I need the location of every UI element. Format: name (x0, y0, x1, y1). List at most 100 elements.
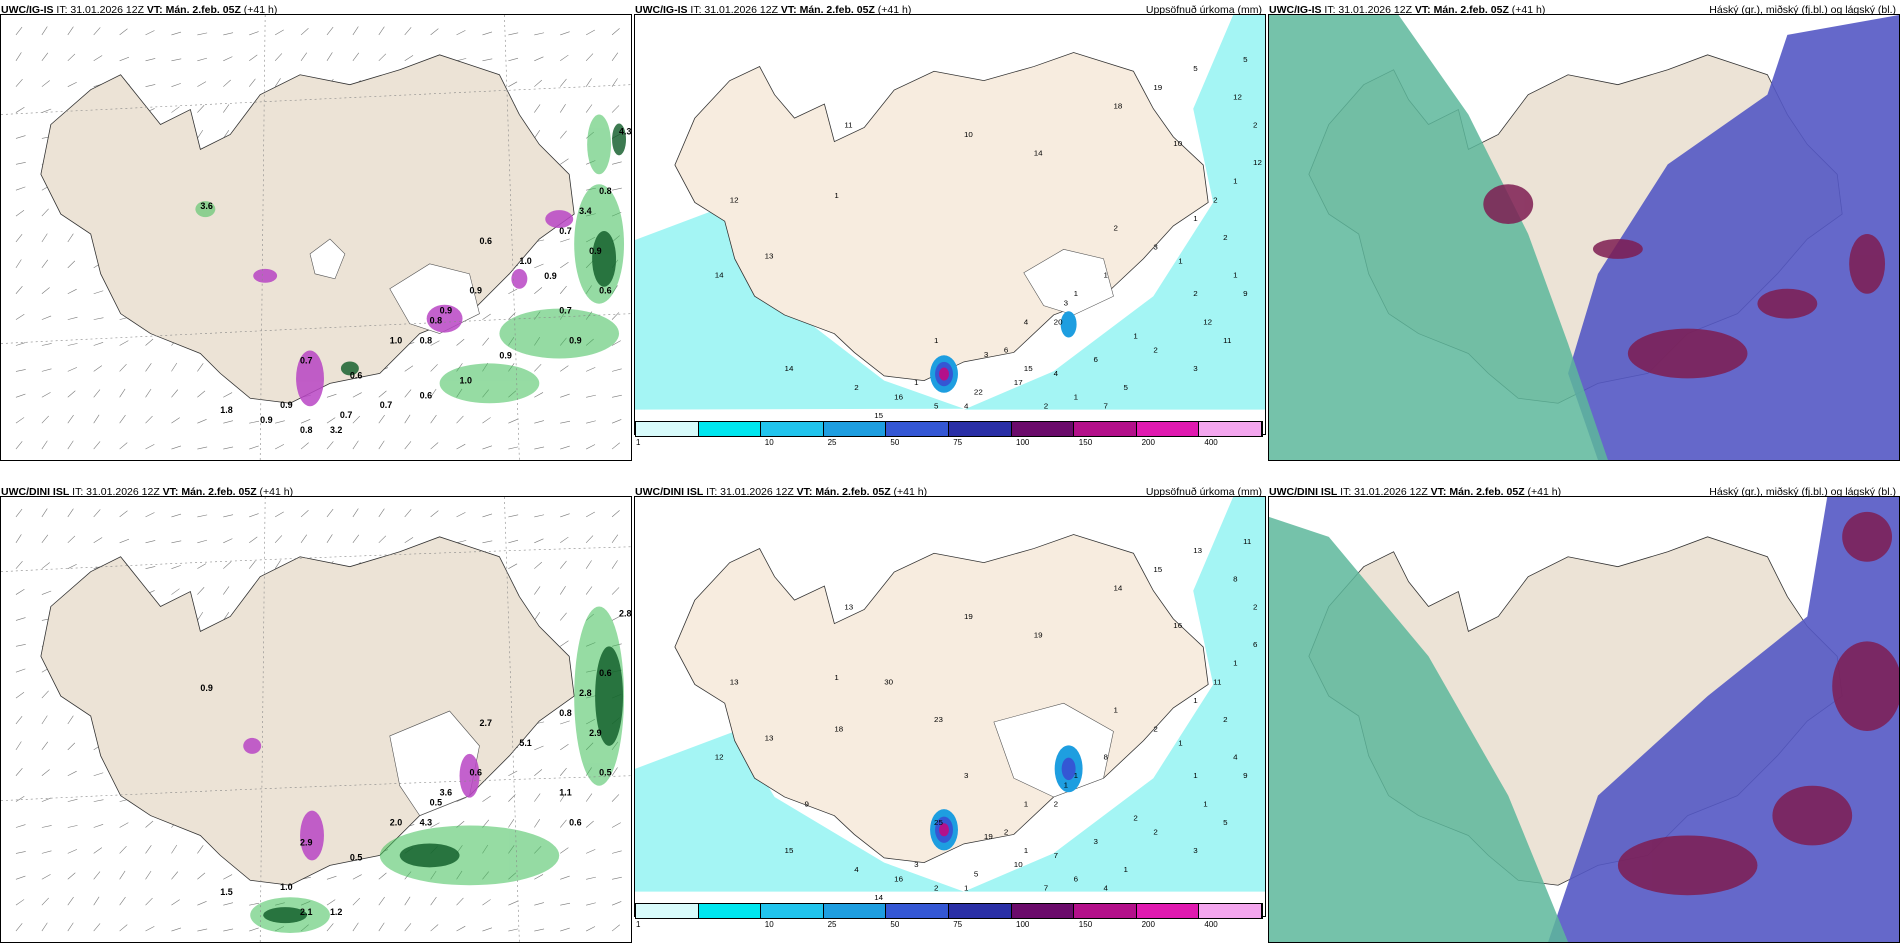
wind-barb (275, 420, 285, 424)
wind-barb (145, 363, 152, 372)
legend-swatch (636, 422, 699, 436)
wind-barb (119, 414, 126, 424)
wind-barb (560, 847, 569, 854)
value-label: 3 (914, 860, 918, 869)
value-label: 2 (1253, 121, 1257, 130)
wind-barb (586, 876, 596, 880)
init-time: IT: 31.01.2026 12Z (690, 4, 778, 16)
wind-barb (378, 922, 385, 932)
wind-barb (430, 510, 439, 518)
legend-tick: 1 (636, 920, 641, 929)
wind-barb (482, 445, 493, 450)
wind-barb (482, 899, 491, 906)
model-name: UWC/DINI ISL (1269, 486, 1338, 498)
value-label: 5 (974, 870, 978, 879)
wind-barb (378, 26, 385, 36)
legend-tick: 25 (827, 438, 837, 447)
wind-barb (145, 540, 156, 544)
value-label: 25 (934, 818, 943, 827)
wind-barb (508, 57, 519, 62)
wind-barb (15, 209, 25, 217)
wind-barb (249, 420, 260, 424)
wind-barb (223, 874, 233, 880)
wind-barb (67, 53, 76, 62)
value-label: 1 (1233, 177, 1237, 186)
wind-precip-map[interactable]: 0.80.61.00.9 0.70.90.80.70.60.90.8 3.21.83… (0, 14, 632, 461)
wind-precip-map[interactable]: 0.6 2.7 5.1 3.6 1.1 0.6 4.3 2.9 0.5 1.0 2.1 1.2 1.5 2… (0, 496, 632, 943)
value-label: 2 (1213, 196, 1217, 205)
value-label: 5 (1223, 818, 1227, 827)
value-label: 19 (1034, 631, 1043, 640)
wind-barb (15, 534, 22, 543)
snow-precip (243, 737, 480, 861)
wind-barb (611, 442, 620, 450)
wind-barb (41, 80, 50, 87)
panel-igis-clouds: UWC/IG-IS IT: 31.01.2026 12Z VT: Mán. 2.… (1268, 0, 1900, 468)
wind-barb (326, 899, 336, 906)
wind-barb (197, 872, 206, 880)
value-label: 1 (1233, 659, 1237, 668)
legend-tick: 50 (890, 920, 900, 929)
wind-barb (560, 513, 570, 518)
value-label: 13 (1193, 546, 1202, 555)
wind-barb (611, 587, 620, 595)
value-label: 2 (1113, 224, 1117, 233)
value-label: 1 (1064, 781, 1068, 790)
panel-header: UWC/IG-IS IT: 31.01.2026 12Z VT: Mán. 2.… (0, 0, 632, 20)
wind-barb (67, 343, 78, 346)
wind-barb (171, 58, 182, 62)
wind-barb (93, 317, 104, 320)
wind-barb (93, 27, 101, 36)
wind-barb (41, 233, 48, 243)
legend-tick: 200 (1141, 438, 1155, 447)
wind-barb (430, 924, 439, 932)
model-name: UWC/DINI ISL (1, 486, 70, 498)
value-label: 0.6 (569, 818, 581, 828)
wind-barb (15, 259, 22, 269)
value-label: 2 (1193, 289, 1197, 298)
wind-barb (430, 340, 440, 346)
wind-barb (534, 392, 544, 398)
wind-barb (67, 26, 74, 36)
value-label: 1.1 (559, 788, 571, 798)
wind-barb (611, 105, 620, 113)
wind-barb (93, 799, 104, 802)
wind-barb (145, 566, 156, 569)
wind-barb (560, 927, 570, 932)
wind-barb (274, 511, 284, 518)
precip-legend: 1 10 25 50 75 100 150 200 400 (634, 903, 1266, 929)
wind-barb (300, 442, 309, 450)
value-label: 4 (1054, 369, 1059, 378)
value-label: 6 (1074, 875, 1078, 884)
high-cloud (1269, 516, 1569, 942)
wind-barb (404, 537, 414, 544)
wind-barb (430, 28, 439, 36)
wind-barb (326, 875, 337, 880)
legend-swatch (761, 422, 824, 436)
valid-time: VT: Mán. 2.feb. 05Z (1414, 4, 1509, 16)
wind-barb (430, 364, 438, 372)
wind-barb (508, 418, 518, 424)
value-label: 7 (1054, 851, 1058, 860)
value-label: 0.9 (569, 336, 581, 346)
value-label: 1 (914, 378, 918, 387)
wind-barb (67, 508, 74, 518)
cloud-map[interactable] (1268, 496, 1900, 943)
wind-barb (197, 611, 204, 621)
wind-barb (223, 561, 231, 569)
wind-barb (482, 927, 493, 932)
wind-barb (611, 615, 621, 621)
wind-barb (611, 78, 618, 87)
value-label: 0.6 (350, 370, 362, 380)
wind-barb (171, 417, 180, 424)
wind-barb (560, 875, 570, 880)
wind-barb (145, 338, 154, 346)
cloud-map[interactable] (1268, 14, 1900, 461)
low-cloud (1483, 184, 1886, 379)
wind-barb (41, 874, 51, 880)
wind-barb (171, 106, 180, 113)
wind-barb (197, 81, 207, 87)
wind-barb (41, 26, 48, 36)
